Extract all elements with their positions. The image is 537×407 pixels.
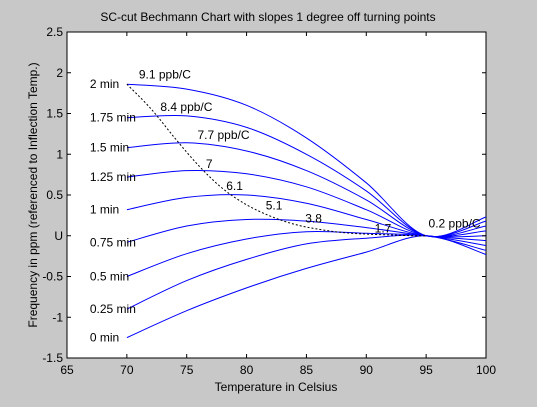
slope-annotation: 9.1 ppb/C [139, 67, 191, 81]
x-tick-label: 65 [60, 363, 74, 377]
labels-layer: 0 min 0.25 min 0.5 min 0.75 min 1 min 1.25 mi… [42, 25, 496, 377]
series-line [126, 83, 487, 238]
x-tick-label: 80 [240, 363, 254, 377]
chart-title: SC-cut Bechmann Chart with slopes 1 degr… [100, 10, 435, 24]
y-tick-label: U [54, 229, 63, 243]
y-tick-label: 1 [56, 147, 63, 161]
slope-annotation: 0.2 ppb/C [429, 217, 481, 231]
slope-annotation: 8.4 ppb/C [160, 100, 212, 114]
series-label: 0 min [90, 331, 119, 345]
x-axis-label: Temperature in Celsius [215, 380, 338, 394]
x-tick-label: 95 [419, 363, 433, 377]
y-tick-label: -0.5 [42, 270, 63, 284]
turning-point-curve [126, 83, 427, 237]
series-label: 0.25 min [90, 302, 136, 316]
slope-annotation: 7 [206, 157, 213, 171]
x-tick-label: 90 [360, 363, 374, 377]
slope-annotation: 7.7 ppb/C [197, 128, 249, 142]
y-tick-label: -1.5 [42, 351, 63, 365]
slope-annotation: 3.8 [305, 212, 322, 226]
ticks-layer [66, 31, 487, 359]
slope-annotation: 5.1 [266, 199, 283, 213]
y-tick-label: -1 [52, 310, 63, 324]
series-label: 2 min [90, 77, 119, 91]
series-label: 1 min [90, 203, 119, 217]
series-label: 0.75 min [90, 235, 136, 249]
y-tick-label: 1.5 [46, 107, 63, 121]
slope-annotation: 6.1 [226, 179, 243, 193]
x-tick-label: 70 [120, 363, 134, 377]
y-tick-label: 0.5 [46, 188, 63, 202]
y-tick-label: 2.5 [46, 25, 63, 39]
curves-layer [126, 83, 487, 339]
series-label: 1.75 min [90, 111, 136, 125]
series-label: 0.5 min [90, 270, 129, 284]
slope-annotation: 1.7 [375, 221, 392, 235]
x-tick-label: 85 [300, 363, 314, 377]
y-tick-label: 2 [56, 66, 63, 80]
series-label: 1.5 min [90, 141, 129, 155]
x-tick-label: 75 [180, 363, 194, 377]
x-tick-label: 100 [476, 363, 496, 377]
y-axis-label: Frequency in ppm (referenced to Inflecti… [26, 62, 40, 327]
series-label: 1.25 min [90, 170, 136, 184]
